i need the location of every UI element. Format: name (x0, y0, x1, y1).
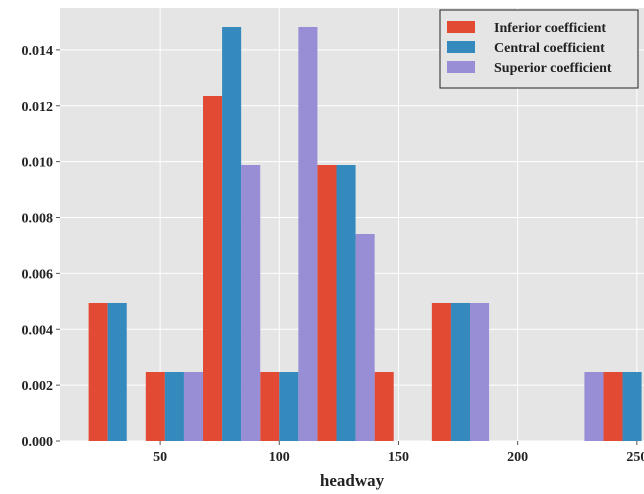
x-tick-label: 200 (507, 450, 528, 465)
bar-series (88, 26, 642, 442)
bar (88, 302, 108, 441)
bar (584, 371, 604, 441)
y-tick-label: 0.014 (22, 44, 54, 59)
legend-label: Inferior coefficient (494, 21, 606, 36)
bar (107, 302, 127, 441)
bar (374, 371, 394, 441)
bar (336, 164, 356, 441)
y-tick-label: 0.000 (22, 435, 54, 450)
y-tick-label: 0.004 (22, 323, 54, 338)
legend: Inferior coefficient Central coefficient S… (439, 9, 639, 89)
bar (145, 371, 165, 441)
x-tick-label: 150 (388, 450, 409, 465)
bar (241, 164, 261, 441)
x-tick-label: 100 (269, 450, 290, 465)
bar (203, 95, 223, 442)
bar (279, 371, 299, 441)
bar (222, 26, 242, 442)
x-axis-ticks: 50 100 150 200 250 (153, 441, 644, 465)
bar (355, 233, 375, 441)
x-tick-label: 50 (153, 450, 167, 465)
bar (450, 302, 470, 441)
bar (603, 371, 623, 441)
legend-label: Central coefficient (494, 41, 605, 56)
y-tick-label: 0.010 (22, 156, 54, 171)
bar (431, 302, 451, 441)
y-tick-label: 0.012 (22, 100, 54, 115)
bar (469, 302, 490, 441)
legend-swatch (447, 41, 475, 53)
legend-swatch (447, 21, 475, 33)
y-tick-label: 0.006 (22, 267, 54, 282)
bar (183, 371, 204, 441)
legend-swatch (447, 61, 475, 73)
y-tick-label: 0.008 (22, 212, 54, 227)
bar (260, 371, 280, 441)
bar (317, 164, 337, 441)
x-tick-label: 250 (626, 450, 644, 465)
y-tick-label: 0.002 (22, 379, 54, 394)
bar (622, 371, 642, 441)
bar (164, 371, 184, 441)
x-axis-label: headway (320, 471, 385, 490)
bar (298, 26, 318, 442)
legend-label: Superior coefficient (494, 61, 612, 76)
y-axis-ticks: 0.000 0.002 0.004 0.006 0.008 0.010 0.012 0.014 (22, 44, 60, 450)
